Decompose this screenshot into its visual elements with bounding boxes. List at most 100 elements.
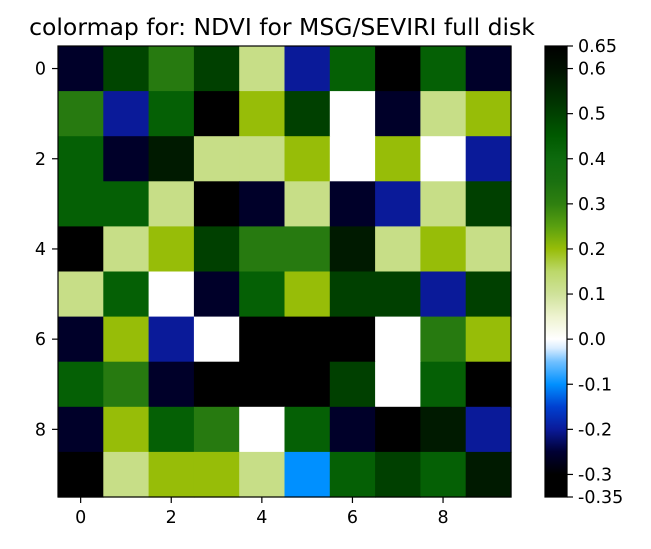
heatmap-cell-r4-c3 — [193, 226, 240, 273]
heatmap-cell-r3-c0 — [58, 181, 104, 227]
colorbar-tick-label-3: 0.4 — [578, 150, 606, 170]
heatmap-cell-r4-c7 — [375, 226, 421, 273]
heatmap-cell-r7-c2 — [148, 361, 195, 408]
heatmap-cell-r0-c0 — [58, 46, 104, 92]
heatmap-cell-r7-c5 — [284, 361, 331, 408]
y-tick-label-4: 4 — [35, 240, 46, 260]
heatmap-cell-r9-c5 — [284, 451, 331, 498]
heatmap-cell-r0-c9 — [465, 46, 512, 92]
colorbar-tick-label-8: -0.1 — [578, 375, 612, 395]
heatmap-cell-r2-c1 — [103, 136, 150, 182]
colorbar-frame — [544, 45, 568, 498]
y-tick-label-6: 6 — [35, 330, 46, 350]
heatmap-cell-r8-c9 — [465, 406, 512, 453]
heatmap-cell-r4-c1 — [103, 226, 150, 273]
heatmap-cell-r2-c3 — [193, 136, 240, 182]
heatmap-cell-r8-c7 — [375, 406, 421, 453]
heatmap-cell-r4-c8 — [420, 226, 467, 273]
colorbar-tick-label-11: -0.35 — [578, 488, 623, 508]
heatmap-cell-r9-c0 — [58, 451, 104, 498]
heatmap-cell-r9-c8 — [420, 451, 467, 498]
heatmap-cell-r5-c9 — [465, 271, 512, 318]
heatmap-cells — [58, 46, 512, 498]
heatmap-cell-r2-c7 — [375, 136, 421, 182]
heatmap-cell-r3-c9 — [465, 181, 512, 227]
heatmap-cell-r0-c1 — [103, 46, 150, 92]
heatmap-cell-r4-c4 — [239, 226, 286, 273]
heatmap-cell-r1-c6 — [329, 91, 376, 137]
heatmap-cell-r2-c5 — [284, 136, 331, 182]
colorbar-tick-label-6: 0.1 — [578, 285, 606, 305]
heatmap-cell-r6-c5 — [284, 316, 331, 363]
heatmap-cell-r8-c3 — [193, 406, 240, 453]
heatmap-cell-r9-c4 — [239, 451, 286, 498]
heatmap-cell-r9-c9 — [465, 451, 512, 498]
heatmap-cell-r0-c6 — [329, 46, 376, 92]
heatmap-cell-r3-c4 — [239, 181, 286, 227]
heatmap-cell-r7-c7 — [375, 361, 421, 408]
heatmap-cell-r0-c3 — [193, 46, 240, 92]
heatmap-cell-r5-c2 — [148, 271, 195, 318]
y-axis: 0 2 4 6 8 — [35, 60, 58, 440]
heatmap-cell-r5-c3 — [193, 271, 240, 318]
heatmap-cell-r7-c4 — [239, 361, 286, 408]
heatmap-cell-r5-c4 — [239, 271, 286, 318]
heatmap-cell-r5-c0 — [58, 271, 104, 318]
heatmap-cell-r8-c8 — [420, 406, 467, 453]
y-tick-label-0: 0 — [35, 60, 46, 80]
colorbar-tick-label-2: 0.5 — [578, 105, 606, 125]
heatmap-cell-r0-c2 — [148, 46, 195, 92]
heatmap-cell-r9-c2 — [148, 451, 195, 498]
heatmap-cell-r8-c5 — [284, 406, 331, 453]
heatmap-cell-r2-c4 — [239, 136, 286, 182]
x-tick-label-4: 4 — [256, 508, 267, 528]
heatmap-cell-r1-c5 — [284, 91, 331, 137]
x-tick-label-0: 0 — [75, 508, 86, 528]
heatmap-cell-r2-c0 — [58, 136, 104, 182]
heatmap-cell-r3-c1 — [103, 181, 150, 227]
heatmap-cell-r0-c7 — [375, 46, 421, 92]
heatmap-cell-r5-c7 — [375, 271, 421, 318]
x-axis: 0 2 4 6 8 — [75, 497, 449, 528]
heatmap-cell-r8-c0 — [58, 406, 104, 453]
colorbar-tick-label-7: 0.0 — [578, 330, 606, 350]
heatmap-cell-r9-c6 — [329, 451, 376, 498]
heatmap-cell-r8-c2 — [148, 406, 195, 453]
heatmap-cell-r7-c1 — [103, 361, 150, 408]
heatmap-cell-r1-c3 — [193, 91, 240, 137]
colorbar-tick-label-1: 0.6 — [578, 60, 606, 80]
heatmap-cell-r7-c3 — [193, 361, 240, 408]
heatmap-cell-r6-c9 — [465, 316, 512, 363]
colorbar: 0.65 0.6 0.5 0.4 0.3 0.2 0.1 0.0 -0.1 -0.2 -0.3 -0.… — [544, 37, 623, 508]
heatmap-cell-r4-c9 — [465, 226, 512, 273]
heatmap-cell-r6-c4 — [239, 316, 286, 363]
heatmap-cell-r6-c6 — [329, 316, 376, 363]
heatmap-cell-r1-c7 — [375, 91, 421, 137]
heatmap-cell-r6-c1 — [103, 316, 150, 363]
heatmap-cell-r9-c3 — [193, 451, 240, 498]
heatmap-cell-r6-c0 — [58, 316, 104, 363]
heatmap-cell-r3-c8 — [420, 181, 467, 227]
heatmap-cell-r6-c7 — [375, 316, 421, 363]
colorbar-tick-label-4: 0.3 — [578, 195, 606, 215]
heatmap-cell-r7-c0 — [58, 361, 104, 408]
x-tick-label-8: 8 — [437, 508, 448, 528]
heatmap-cell-r0-c8 — [420, 46, 467, 92]
heatmap-cell-r2-c9 — [465, 136, 512, 182]
heatmap-cell-r8-c1 — [103, 406, 150, 453]
heatmap-cell-r4-c0 — [58, 226, 104, 273]
colorbar-tick-label-10: -0.3 — [578, 465, 612, 485]
heatmap-cell-r1-c1 — [103, 91, 150, 137]
heatmap-cell-r6-c3 — [193, 316, 240, 363]
colorbar-tick-label-5: 0.2 — [578, 240, 606, 260]
heatmap-cell-r5-c6 — [329, 271, 376, 318]
heatmap-cell-r4-c2 — [148, 226, 195, 273]
heatmap-cell-r8-c6 — [329, 406, 376, 453]
heatmap-cell-r3-c5 — [284, 181, 331, 227]
heatmap-cell-r7-c6 — [329, 361, 376, 408]
heatmap-cell-r2-c6 — [329, 136, 376, 182]
heatmap-cell-r4-c5 — [284, 226, 331, 273]
heatmap-cell-r0-c4 — [239, 46, 286, 92]
heatmap-cell-r8-c4 — [239, 406, 286, 453]
colorbar-tick-label-0: 0.65 — [578, 37, 617, 57]
